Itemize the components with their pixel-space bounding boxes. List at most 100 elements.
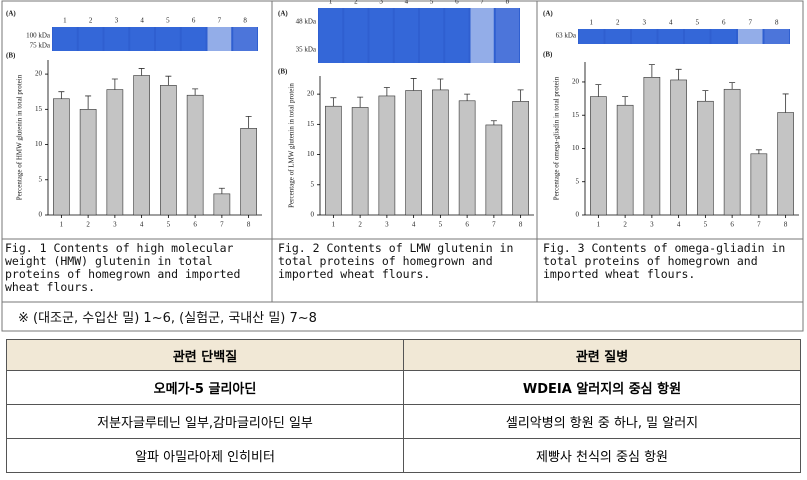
x-tick-label: 1 (332, 221, 336, 229)
lane-number: 5 (430, 0, 434, 6)
lane-number: 3 (115, 17, 119, 25)
panel-label: (B) (278, 68, 288, 76)
bar (512, 101, 529, 216)
error-bar (782, 93, 789, 113)
lane-number: 2 (89, 17, 93, 25)
cell: 셀리악병의 항원 중 하나, 밀 알러지 (403, 404, 801, 439)
gel-lane (319, 8, 343, 63)
note: ※ (대조군, 수입산 밀) 1~6, (실험군, 국내산 밀) 7~8 (18, 311, 317, 326)
error-bar (729, 82, 736, 90)
bar (485, 124, 503, 216)
gel-lane (78, 27, 103, 51)
gel-lane (394, 8, 418, 63)
x-tick-label: 7 (757, 221, 761, 229)
gel-lane (685, 29, 710, 44)
y-tick-label: 15 (307, 120, 315, 128)
cell: 제빵사 천식의 중심 항원 (403, 438, 801, 473)
x-tick-label: 3 (650, 221, 654, 229)
lane-number: 3 (379, 0, 383, 6)
gel-lane (632, 29, 657, 44)
bar (616, 104, 634, 216)
gel-lane (53, 27, 77, 51)
lane-number: 8 (243, 17, 247, 25)
y-tick-label: 20 (572, 78, 580, 86)
bar (405, 90, 422, 216)
error-bar (85, 95, 92, 110)
gel-lane (181, 27, 206, 51)
error-bar (648, 64, 655, 78)
x-tick-label: 5 (439, 221, 443, 229)
x-tick-label: 3 (385, 221, 389, 229)
bar (53, 98, 70, 216)
bar (378, 95, 396, 216)
gel-lane (445, 8, 469, 63)
x-tick-label: 5 (704, 221, 708, 229)
x-tick-label: 4 (140, 221, 144, 229)
figures: (A) (B) 1 2 3 4 5 6 7 8 100 kDa 75 kDa Percentage of… (1, 0, 804, 332)
error-bar (410, 78, 417, 91)
gel-image (578, 29, 790, 44)
bar (106, 89, 124, 216)
y-tick-label: 15 (35, 105, 43, 113)
cell: 오메가-5 글리아딘 (6, 370, 404, 405)
lane-number: 3 (643, 19, 647, 27)
x-tick-label: 4 (677, 221, 681, 229)
bar (432, 89, 449, 216)
lane-number: 2 (354, 0, 358, 6)
x-tick-label: 3 (113, 221, 117, 229)
lane-number: 2 (616, 19, 620, 27)
lane-number: 7 (749, 19, 753, 27)
error-bar (218, 187, 225, 194)
lane-number: 6 (722, 19, 726, 27)
lane-number: 4 (140, 17, 144, 25)
y-tick-label: 5 (576, 177, 580, 185)
y-tick-label: 10 (307, 150, 315, 158)
panel-label: (A) (6, 10, 16, 18)
gel-label: 100 kDa (26, 32, 51, 40)
bar (160, 85, 177, 216)
lane-number: 6 (192, 17, 196, 25)
bar (79, 109, 97, 216)
y-axis-label: Percentage of LMW glutenin in total prot… (288, 83, 296, 208)
x-tick-label: 7 (492, 221, 496, 229)
x-tick-label: 4 (412, 221, 416, 229)
panel-label: (A) (543, 10, 553, 18)
gel-lane (738, 29, 763, 44)
error-bar (702, 90, 709, 102)
panel-label: (B) (6, 52, 16, 60)
lane-number: 7 (218, 17, 222, 25)
bar (723, 88, 741, 216)
x-tick-label: 8 (519, 221, 523, 229)
header-cell: 관련 단백질 (6, 339, 404, 371)
x-tick-label: 2 (623, 221, 627, 229)
caption: Fig. 2 Contents of LMW glutenin in total… (278, 241, 514, 281)
x-tick-label: 5 (167, 221, 171, 229)
gel-lane (470, 8, 494, 63)
error-bar (165, 75, 172, 86)
y-tick-label: 0 (311, 211, 315, 219)
gel-label: 48 kDa (296, 18, 317, 26)
bar (458, 100, 476, 216)
bar (777, 112, 794, 216)
x-tick-label: 1 (60, 221, 64, 229)
lane-number: 6 (455, 0, 459, 6)
gel-lane (495, 8, 519, 63)
bar (213, 193, 231, 216)
y-tick-label: 5 (311, 180, 315, 188)
x-tick-label: 7 (220, 221, 224, 229)
gel-label: 75 kDa (30, 42, 51, 50)
error-bar (464, 93, 471, 101)
y-tick-label: 20 (35, 70, 43, 78)
bar (351, 107, 369, 216)
error-bar (111, 78, 118, 90)
x-tick-label: 2 (358, 221, 362, 229)
gel-lane (711, 29, 736, 44)
error-bar (437, 78, 444, 90)
error-bar (330, 97, 337, 107)
error-bar (517, 89, 524, 102)
x-tick-label: 6 (730, 221, 734, 229)
bar (186, 94, 204, 216)
header-cell: 관련 질병 (403, 339, 801, 371)
lane-number: 7 (480, 0, 484, 6)
x-tick-label: 1 (597, 221, 601, 229)
